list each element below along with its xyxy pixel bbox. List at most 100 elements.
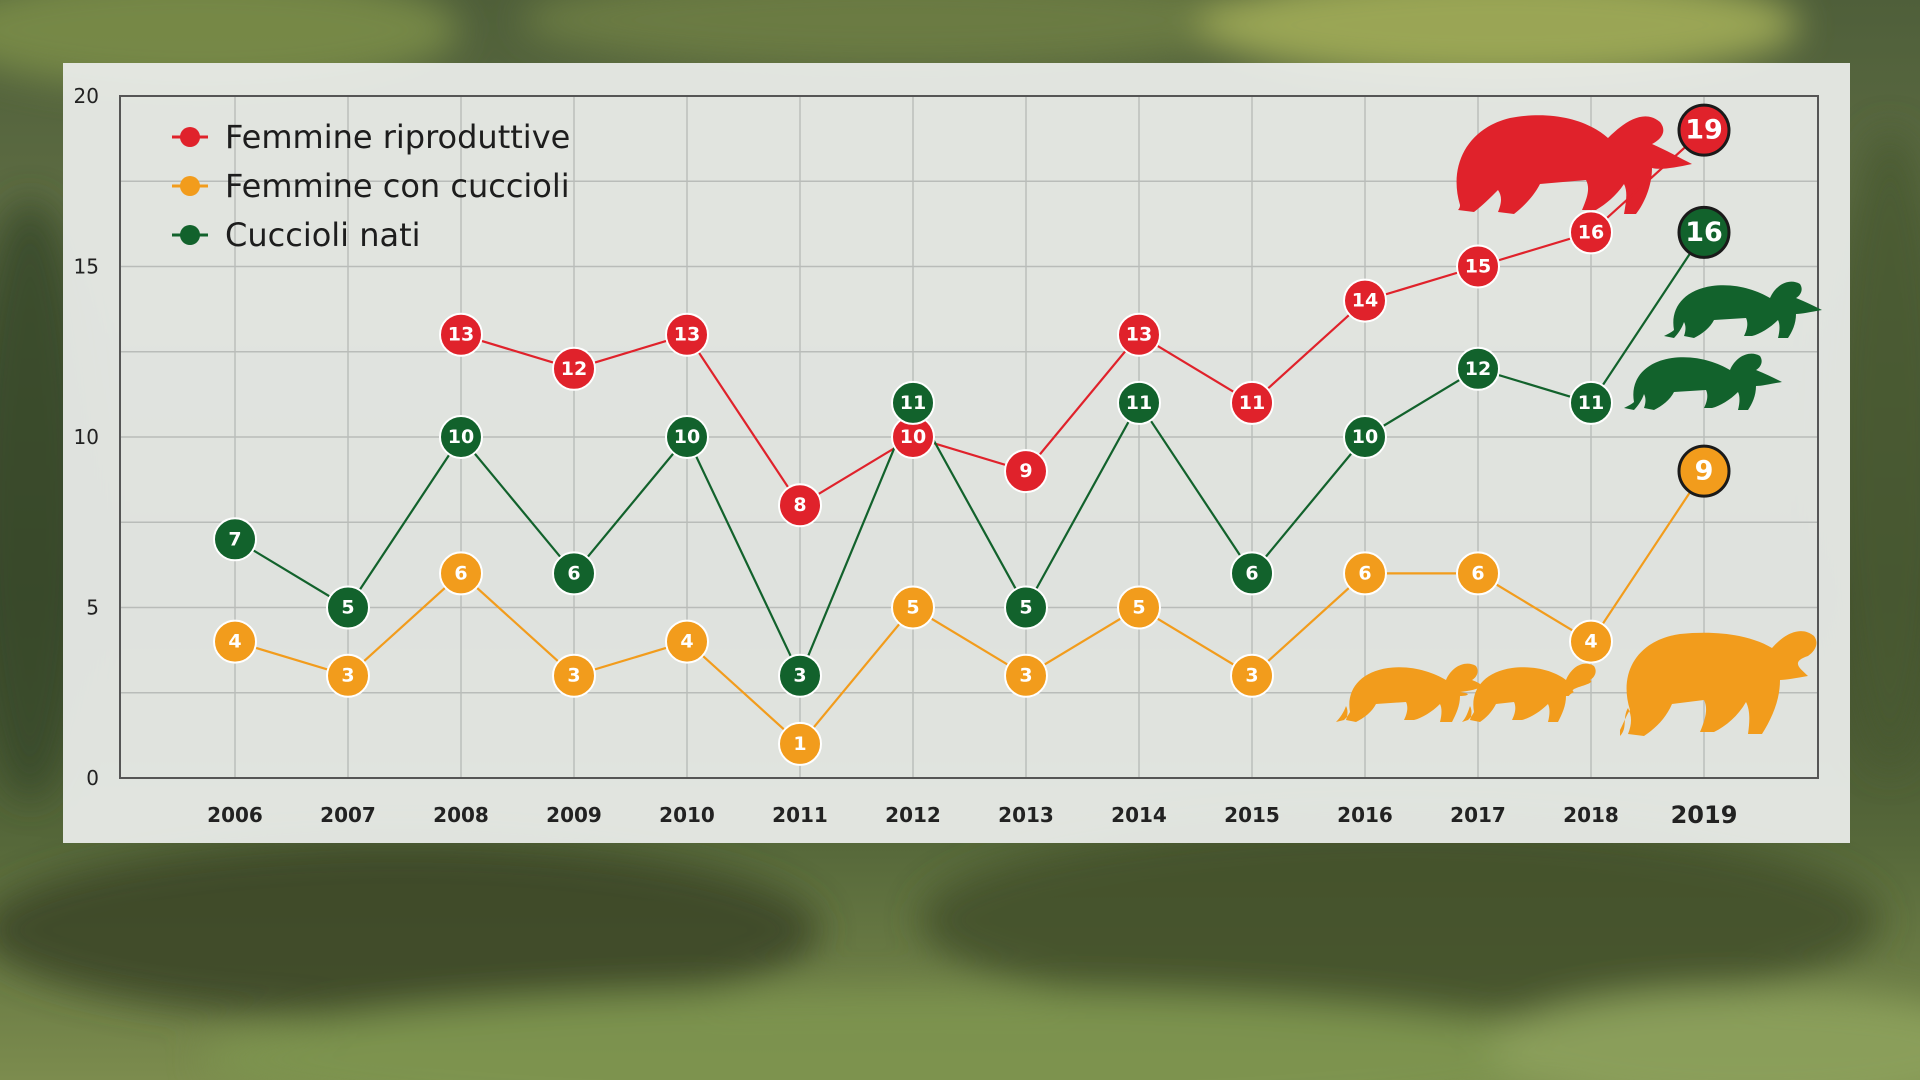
data-point: 16 bbox=[1569, 210, 1613, 255]
data-point: 14 bbox=[1343, 278, 1387, 323]
data-label: 6 bbox=[1471, 562, 1484, 584]
data-point: 15 bbox=[1456, 244, 1500, 289]
data-point: 12 bbox=[552, 346, 596, 391]
data-label: 11 bbox=[900, 392, 926, 414]
data-point: 6 bbox=[1230, 551, 1274, 596]
data-label: 5 bbox=[1019, 597, 1032, 619]
x-tick-label: 2007 bbox=[320, 803, 376, 827]
data-point-marker bbox=[552, 551, 596, 596]
data-point: 13 bbox=[439, 312, 483, 357]
data-point: 10 bbox=[439, 415, 483, 459]
y-tick-label: 15 bbox=[74, 255, 99, 279]
data-point: 11 bbox=[1230, 380, 1274, 425]
data-point-marker bbox=[1677, 205, 1731, 259]
data-point: 10 bbox=[891, 415, 935, 459]
data-point-marker bbox=[1004, 449, 1048, 494]
bear-cub-orange-icon bbox=[1336, 663, 1482, 722]
data-point-marker bbox=[552, 653, 596, 698]
data-label: 6 bbox=[454, 562, 467, 584]
x-tick-label: 2018 bbox=[1563, 803, 1619, 827]
data-point-marker bbox=[1117, 585, 1161, 630]
data-point: 16 bbox=[1677, 205, 1731, 259]
data-point-marker bbox=[1569, 619, 1613, 664]
data-label: 9 bbox=[1019, 460, 1032, 482]
data-point-marker bbox=[1456, 346, 1500, 391]
data-point-marker bbox=[665, 415, 709, 459]
bear-illustrations bbox=[1336, 115, 1822, 736]
y-tick-labels: 0 5 10 15 20 bbox=[74, 84, 99, 790]
data-point: 3 bbox=[1230, 653, 1274, 698]
legend-label: Cuccioli nati bbox=[225, 216, 421, 254]
data-point-marker bbox=[439, 415, 483, 459]
plot-frame bbox=[119, 95, 1819, 779]
data-point: 13 bbox=[665, 312, 709, 357]
y-tick-label: 5 bbox=[86, 596, 99, 620]
data-point-marker bbox=[1569, 380, 1613, 425]
data-point-marker bbox=[1343, 278, 1387, 323]
axes bbox=[119, 95, 1819, 779]
data-label: 6 bbox=[1245, 562, 1258, 584]
legend-marker bbox=[180, 127, 200, 147]
data-point: 19 bbox=[1677, 103, 1731, 157]
data-label: 4 bbox=[228, 631, 241, 653]
data-label: 15 bbox=[1465, 256, 1491, 278]
y-tick-label: 10 bbox=[74, 425, 99, 449]
data-point-marker bbox=[326, 585, 370, 630]
data-label: 5 bbox=[341, 597, 354, 619]
data-label: 3 bbox=[793, 665, 806, 687]
data-label: 11 bbox=[1126, 392, 1152, 414]
data-label: 3 bbox=[1019, 665, 1032, 687]
legend: Femmine riproduttive Femmine con cuccioli… bbox=[172, 118, 570, 254]
data-point-marker bbox=[778, 483, 822, 528]
data-label: 6 bbox=[567, 562, 580, 584]
data-point-marker bbox=[1004, 653, 1048, 698]
data-label: 6 bbox=[1358, 562, 1371, 584]
data-point-marker bbox=[439, 551, 483, 596]
y-tick-label: 0 bbox=[86, 766, 99, 790]
data-point: 5 bbox=[1117, 585, 1161, 630]
x-tick-label: 2006 bbox=[207, 803, 263, 827]
data-point: 9 bbox=[1677, 444, 1731, 498]
data-point: 12 bbox=[1456, 346, 1500, 391]
data-point-marker bbox=[1117, 380, 1161, 425]
data-point: 5 bbox=[891, 585, 935, 630]
x-tick-label: 2013 bbox=[998, 803, 1054, 827]
data-point: 3 bbox=[778, 653, 822, 698]
x-tick-labels: 2006 2007 2008 2009 2010 2011 2012 2013 2014 2015… bbox=[207, 801, 1737, 829]
data-label: 11 bbox=[1239, 392, 1265, 414]
data-point: 4 bbox=[665, 619, 709, 664]
data-point: 8 bbox=[778, 483, 822, 528]
data-label: 12 bbox=[561, 358, 587, 380]
data-label: 10 bbox=[448, 426, 474, 448]
bear-large-orange-icon bbox=[1620, 631, 1817, 736]
x-tick-label: 2016 bbox=[1337, 803, 1393, 827]
data-point-marker bbox=[891, 585, 935, 630]
data-point: 6 bbox=[1456, 551, 1500, 596]
data-label: 11 bbox=[1578, 392, 1604, 414]
data-point-marker bbox=[213, 517, 257, 562]
x-tick-label: 2008 bbox=[433, 803, 489, 827]
data-label: 3 bbox=[341, 665, 354, 687]
data-point: 4 bbox=[1569, 619, 1613, 664]
data-point-marker bbox=[1343, 415, 1387, 459]
x-tick-label: 2012 bbox=[885, 803, 941, 827]
data-point: 9 bbox=[1004, 449, 1048, 494]
data-point-marker bbox=[1677, 103, 1731, 157]
data-point-marker bbox=[1230, 380, 1274, 425]
data-point-marker bbox=[1569, 210, 1613, 255]
data-point: 3 bbox=[326, 653, 370, 698]
data-point-marker bbox=[778, 653, 822, 698]
data-point: 10 bbox=[1343, 415, 1387, 459]
x-tick-label: 2010 bbox=[659, 803, 715, 827]
data-point-marker bbox=[552, 346, 596, 391]
data-label: 4 bbox=[1584, 631, 1597, 653]
bear-cub-green-icon bbox=[1624, 353, 1782, 410]
data-point-marker bbox=[1230, 551, 1274, 596]
data-point-marker bbox=[1343, 551, 1387, 596]
data-point: 6 bbox=[1343, 551, 1387, 596]
data-point: 6 bbox=[552, 551, 596, 596]
data-label: 7 bbox=[228, 528, 241, 550]
